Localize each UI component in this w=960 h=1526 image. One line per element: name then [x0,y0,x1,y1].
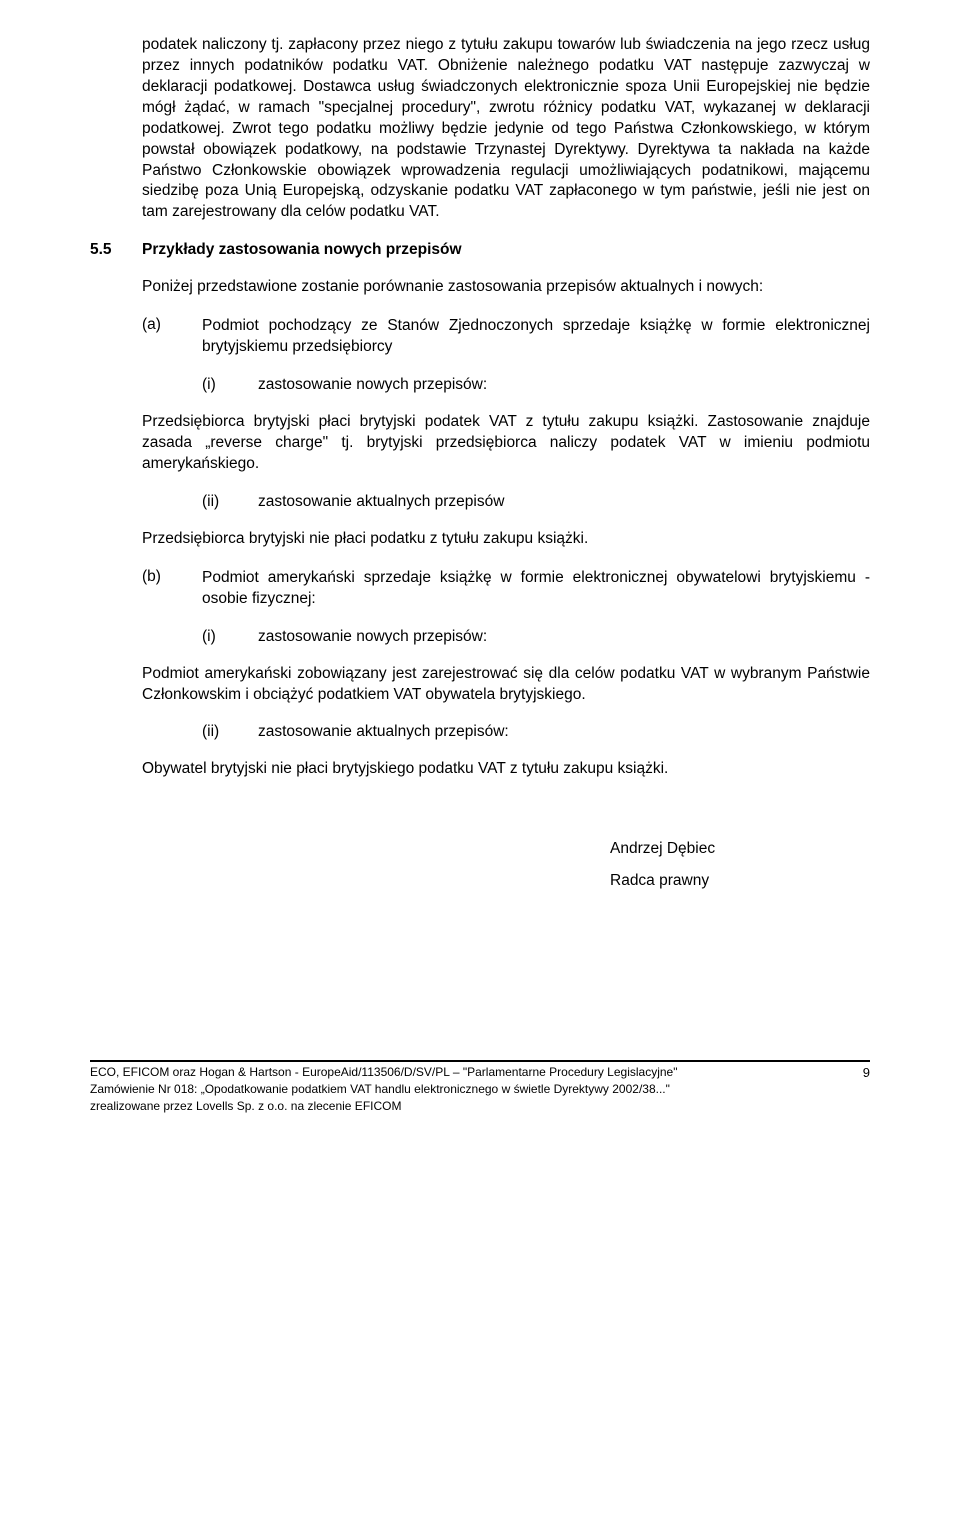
body-a-ii: zastosowanie aktualnych przepisów [258,493,870,511]
body-a-i: zastosowanie nowych przepisów: [258,376,870,394]
label-b: (b) [142,568,202,610]
paragraph-a-ii-body: Przedsiębiorca brytyjski nie płaci podat… [142,529,870,550]
signature-name: Andrzej Dębiec [610,840,870,858]
signature-role: Radca prawny [610,872,870,890]
content-indent: podatek naliczony tj. zapłacony przez ni… [142,35,870,223]
label-a-i: (i) [202,376,258,394]
footer-line2: Zamówienie Nr 018: „Opodatkowanie podatk… [90,1081,850,1098]
item-b-ii: (ii) zastosowanie aktualnych przepisów: [202,723,870,741]
label-a-ii: (ii) [202,493,258,511]
section-number: 5.5 [90,241,142,259]
label-b-i: (i) [202,628,258,646]
body-b-ii: zastosowanie aktualnych przepisów: [258,723,870,741]
item-b-i: (i) zastosowanie nowych przepisów: [202,628,870,646]
paragraph-b-ii-body: Obywatel brytyjski nie płaci brytyjskieg… [142,759,870,780]
body-b-i: zastosowanie nowych przepisów: [258,628,870,646]
footer-text: ECO, EFICOM oraz Hogan & Hartson - Europ… [90,1064,850,1114]
intro-text: Poniżej przedstawione zostanie porównani… [142,277,870,298]
item-a-i: (i) zastosowanie nowych przepisów: [202,376,870,394]
label-b-ii: (ii) [202,723,258,741]
body-b: Podmiot amerykański sprzedaje książkę w … [202,568,870,610]
paragraph-a-i-body: Przedsiębiorca brytyjski płaci brytyjski… [142,412,870,475]
footer: ECO, EFICOM oraz Hogan & Hartson - Europ… [90,1060,870,1114]
item-a: (a) Podmiot pochodzący ze Stanów Zjednoc… [142,316,870,358]
footer-line1: ECO, EFICOM oraz Hogan & Hartson - Europ… [90,1064,850,1081]
signature-block: Andrzej Dębiec Radca prawny [610,840,870,890]
section-heading: 5.5 Przykłady zastosowania nowych przepi… [90,241,870,259]
section-body: Poniżej przedstawione zostanie porównani… [142,277,870,780]
label-a: (a) [142,316,202,358]
page-container: podatek naliczony tj. zapłacony przez ni… [0,0,960,1145]
item-a-ii: (ii) zastosowanie aktualnych przepisów [202,493,870,511]
footer-line3: zrealizowane przez Lovells Sp. z o.o. na… [90,1098,850,1115]
page-number: 9 [850,1064,870,1114]
paragraph-b-i-body: Podmiot amerykański zobowiązany jest zar… [142,664,870,706]
body-a: Podmiot pochodzący ze Stanów Zjednoczony… [202,316,870,358]
paragraph-intro: podatek naliczony tj. zapłacony przez ni… [142,35,870,223]
item-b: (b) Podmiot amerykański sprzedaje książk… [142,568,870,610]
section-title: Przykłady zastosowania nowych przepisów [142,241,462,259]
